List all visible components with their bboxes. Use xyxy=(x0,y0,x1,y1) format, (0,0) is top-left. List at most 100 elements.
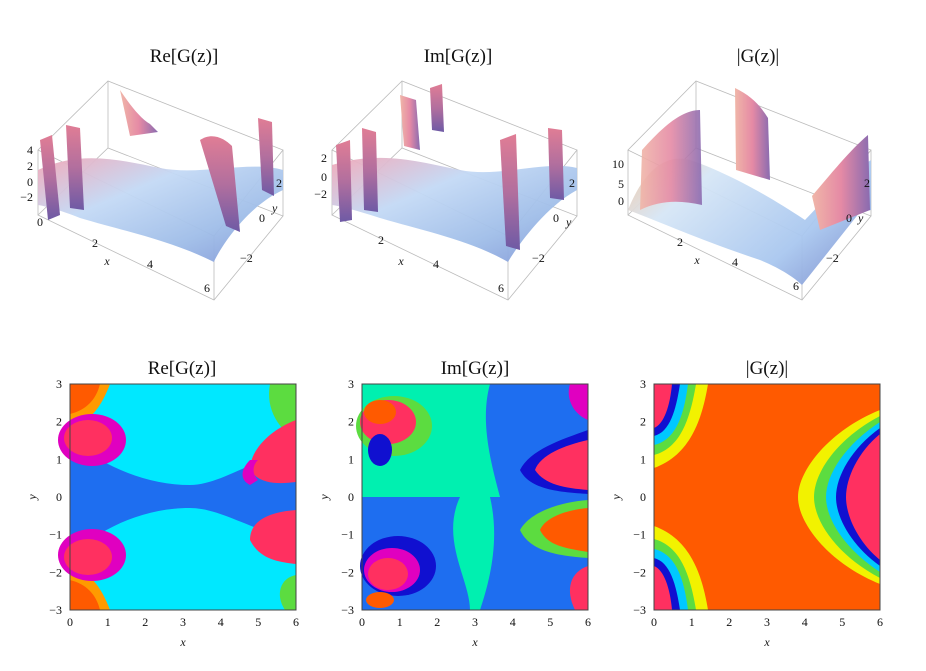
z-tick-label: 2 xyxy=(321,151,327,165)
y-tick-label: 2 xyxy=(864,176,870,190)
x-tick-label: 6 xyxy=(498,281,504,295)
x-tick-label: 6 xyxy=(293,615,299,629)
x-tick-label: 0 xyxy=(651,615,657,629)
y-axis: −3 −2 −1 0 1 2 3 y xyxy=(25,377,62,617)
plot-area xyxy=(58,383,297,611)
y-tick-label: 3 xyxy=(640,377,646,391)
pole-spike xyxy=(66,125,84,210)
y-tick-label: −3 xyxy=(49,603,62,617)
pole-spike xyxy=(640,110,702,210)
pole-spike xyxy=(200,136,240,232)
y-tick-label: 0 xyxy=(846,211,852,225)
chart-title: Re[G(z)] xyxy=(148,358,217,379)
x-axis: 0 1 2 3 4 5 6 x xyxy=(359,615,591,649)
y-tick-label: −2 xyxy=(49,565,62,579)
y-axis-label: y xyxy=(857,211,864,225)
x-tick-label: 4 xyxy=(218,615,224,629)
y-tick-label: −3 xyxy=(341,603,354,617)
chart-title: Im[G(z)] xyxy=(441,358,510,379)
x-tick-label: 2 xyxy=(677,235,683,249)
pole-spike xyxy=(258,118,274,196)
contour-plot-im: Im[G(z)] 0 1 2 3 xyxy=(317,358,591,649)
y-tick-label: 0 xyxy=(553,211,559,225)
chart-title: |G(z)| xyxy=(737,46,779,67)
surface xyxy=(332,84,577,262)
pole-spike xyxy=(120,90,158,136)
y-tick-label: 2 xyxy=(640,415,646,429)
x-axis-label: x xyxy=(397,254,404,268)
z-tick-label: 0 xyxy=(618,194,624,208)
y-axis-label: y xyxy=(609,494,623,501)
x-tick-label: 2 xyxy=(92,236,98,250)
x-tick-label: 5 xyxy=(255,615,261,629)
y-tick-label: −1 xyxy=(49,528,62,542)
x-tick-label: 1 xyxy=(689,615,695,629)
z-tick-label: 0 xyxy=(321,170,327,184)
x-axis: 0 1 2 3 4 5 6 x xyxy=(651,615,883,649)
x-tick-label: 1 xyxy=(105,615,111,629)
y-tick-label: 3 xyxy=(348,377,354,391)
contour-plot-abs: |G(z)| 0 1 2 3 4 5 6 xyxy=(609,358,883,649)
pole-spike xyxy=(400,95,420,150)
y-tick-label: −2 xyxy=(633,565,646,579)
x-tick-label: 4 xyxy=(802,615,808,629)
x-tick-label: 2 xyxy=(726,615,732,629)
y-axis-label: y xyxy=(271,201,278,215)
y-tick-label: 0 xyxy=(56,490,62,504)
x-axis: 0 1 2 3 4 5 6 x xyxy=(67,615,299,649)
y-tick-label: −2 xyxy=(826,251,839,265)
x-tick-label: 6 xyxy=(793,279,799,293)
y-tick-label: 3 xyxy=(56,377,62,391)
y-tick-label: 1 xyxy=(640,452,646,466)
x-tick-label: 4 xyxy=(433,257,439,271)
z-tick-label: 10 xyxy=(612,157,624,171)
x-tick-label: 2 xyxy=(378,233,384,247)
chart-title: |G(z)| xyxy=(746,358,788,379)
surface-plot-im: Im[G(z)] xyxy=(331,46,578,301)
z-tick-label: 0 xyxy=(27,175,33,189)
x-axis-label: x xyxy=(763,635,770,649)
z-tick-label: −2 xyxy=(20,190,33,204)
x-tick-label: 2 xyxy=(434,615,440,629)
y-axis: −3 −2 −1 0 1 2 3 y xyxy=(609,377,646,617)
pole-spike xyxy=(812,135,870,230)
y-tick-label: −1 xyxy=(633,528,646,542)
x-tick-label: 3 xyxy=(472,615,478,629)
z-tick-label: −2 xyxy=(314,187,327,201)
y-tick-label: 2 xyxy=(569,176,575,190)
z-tick-label: 5 xyxy=(618,177,624,191)
x-axis-label: x xyxy=(693,253,700,267)
x-tick-label: 6 xyxy=(204,281,210,295)
x-tick-label: 5 xyxy=(547,615,553,629)
plot-area xyxy=(653,383,881,611)
y-tick-label: 2 xyxy=(56,415,62,429)
y-tick-label: −2 xyxy=(341,565,354,579)
y-tick-label: 1 xyxy=(348,452,354,466)
chart-title: Re[G(z)] xyxy=(150,46,219,67)
x-tick-label: 4 xyxy=(147,257,153,271)
pole-spike xyxy=(40,135,60,220)
pole-spike xyxy=(362,128,378,212)
surface xyxy=(628,88,871,285)
z-tick-label: 4 xyxy=(27,143,33,157)
x-axis-label: x xyxy=(103,254,110,268)
y-tick-label: 0 xyxy=(259,211,265,225)
y-tick-label: 0 xyxy=(640,490,646,504)
y-tick-label: 0 xyxy=(348,490,354,504)
x-tick-label: 3 xyxy=(180,615,186,629)
contour-plot-re: Re[G(z)] 0 1 2 3 4 5 6 x xyxy=(25,358,299,649)
pole-spike xyxy=(336,140,352,222)
y-tick-label: −3 xyxy=(633,603,646,617)
surface-plot-abs: |G(z)| xyxy=(627,46,872,301)
x-tick-label: 0 xyxy=(67,615,73,629)
x-tick-label: 1 xyxy=(397,615,403,629)
y-tick-label: 1 xyxy=(56,452,62,466)
chart-title: Im[G(z)] xyxy=(424,46,493,67)
x-tick-label: 6 xyxy=(585,615,591,629)
y-axis-label: y xyxy=(317,494,331,501)
pole-spike xyxy=(735,88,770,180)
x-axis-label: x xyxy=(471,635,478,649)
y-axis-label: y xyxy=(25,494,39,501)
y-axis: −3 −2 −1 0 1 2 3 y xyxy=(317,377,354,617)
